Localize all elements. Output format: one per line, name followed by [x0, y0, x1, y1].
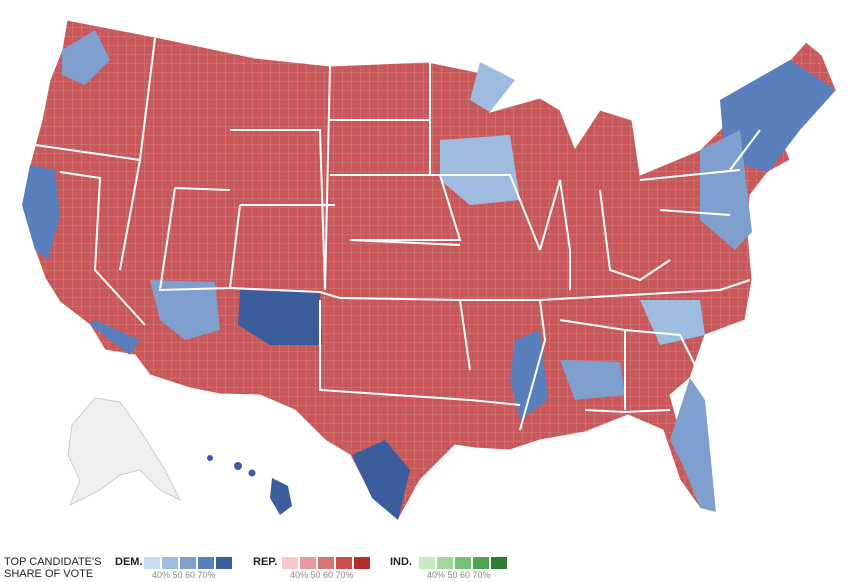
- hawaii: [207, 455, 292, 515]
- legend-rep-ticks: 40% 50 60 70%: [290, 570, 354, 580]
- legend-ind-label: IND.: [390, 556, 412, 568]
- legend-rep-swatch-3: [318, 557, 334, 569]
- legend-dem-swatch-3: [180, 557, 196, 569]
- legend-rep-label: REP.: [253, 556, 278, 568]
- legend-dem-swatch-2: [162, 557, 178, 569]
- legend-title: TOP CANDIDATE'S SHARE OF VOTE: [4, 556, 102, 580]
- legend-dem-swatch-5: [216, 557, 232, 569]
- us-county-results-map: [21, 19, 837, 521]
- legend-ind-swatch-1: [419, 557, 435, 569]
- legend-rep-swatch-1: [282, 557, 298, 569]
- vote-share-legend: TOP CANDIDATE'S SHARE OF VOTE DEM. 40% 5…: [0, 548, 859, 582]
- legend-ind-swatch-2: [437, 557, 453, 569]
- state-borders: [34, 37, 761, 431]
- legend-rep-swatch-5: [354, 557, 370, 569]
- legend-dem-swatch-1: [144, 557, 160, 569]
- legend-rep-swatch-4: [336, 557, 352, 569]
- dem-regions: [22, 30, 836, 520]
- legend-ind-ticks: 40% 50 60 70%: [427, 570, 491, 580]
- legend-dem-swatch-4: [198, 557, 214, 569]
- legend-dem-ticks: 40% 50 60 70%: [152, 570, 216, 580]
- legend-dem-label: DEM.: [115, 556, 143, 568]
- legend-ind-swatch-5: [491, 557, 507, 569]
- alaska: [67, 397, 182, 507]
- legend-ind-swatch-3: [455, 557, 471, 569]
- legend-rep-swatch-2: [300, 557, 316, 569]
- legend-ind-swatch-4: [473, 557, 489, 569]
